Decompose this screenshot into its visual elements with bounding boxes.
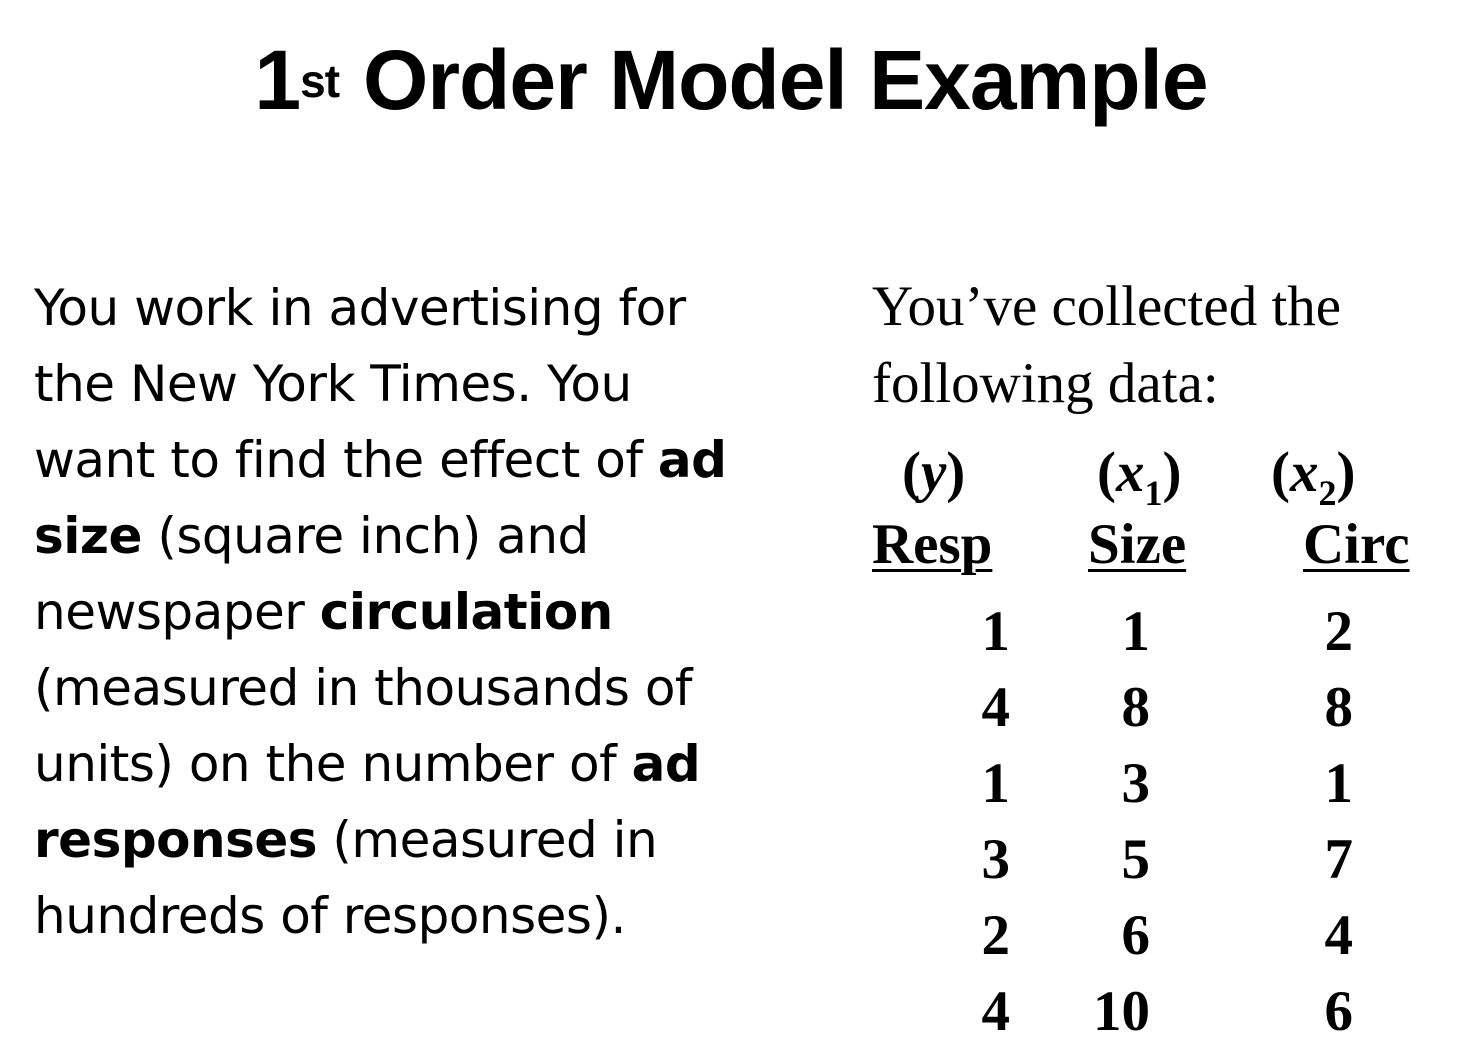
column-header-resp: Resp [872,515,992,575]
description-line: hundreds of responses). [34,878,794,954]
title-superscript: st [300,55,339,107]
intro-line: following data: [872,345,1452,422]
description-text: the New York Times. You [34,355,632,413]
variable-x1-label: (x1) [1097,443,1181,503]
column-header-circ: Circ [1303,515,1410,575]
problem-description: You work in advertising for the New York… [34,270,794,954]
description-line: the New York Times. You [34,346,794,422]
paren-open: ( [902,441,921,504]
description-line: size (square inch) and [34,498,794,574]
title-number: 1 [254,33,300,127]
description-text: You work in advertising for [34,279,686,337]
cell-circ: 4 [1293,906,1353,966]
paren-open: ( [1271,441,1290,504]
description-emphasis: responses [34,811,317,869]
cell-size: 1 [1090,602,1150,662]
description-text: (square inch) and [142,507,589,565]
cell-resp: 3 [950,830,1010,890]
description-emphasis: circulation [320,583,613,641]
column-header-size: Size [1088,515,1186,575]
cell-circ: 1 [1293,754,1353,814]
description-text: units) on the number of [34,735,632,793]
cell-size: 3 [1090,754,1150,814]
cell-size: 5 [1090,830,1150,890]
description-line: newspaper circulation [34,574,794,650]
description-line: responses (measured in [34,802,794,878]
description-line: You work in advertising for [34,270,794,346]
page-title: 1st Order Model Example [0,30,1462,130]
description-text: hundreds of responses). [34,887,626,945]
variable-symbol: x [1116,441,1145,504]
cell-resp: 4 [950,678,1010,738]
cell-resp: 1 [950,602,1010,662]
description-emphasis: ad [658,431,727,489]
paren-close: ) [1162,441,1181,504]
description-text: newspaper [34,583,320,641]
cell-circ: 8 [1293,678,1353,738]
paren-close: ) [1336,441,1355,504]
cell-resp: 1 [950,754,1010,814]
cell-resp: 4 [950,982,1010,1042]
variable-x2-label: (x2) [1271,443,1355,503]
description-emphasis: size [34,507,142,565]
description-line: want to find the effect of ad [34,422,794,498]
intro-line: You’ve collected the [872,268,1452,345]
cell-size: 10 [1090,982,1150,1042]
paren-open: ( [1097,441,1116,504]
cell-resp: 2 [950,906,1010,966]
variable-subscript: 1 [1144,473,1162,513]
variable-symbol: y [921,441,946,504]
description-line: (measured in thousands of [34,650,794,726]
variable-y-label: (y) [902,443,965,503]
variable-symbol: x [1290,441,1319,504]
description-text: (measured in [317,811,657,869]
description-emphasis: ad [632,735,701,793]
description-text: (measured in thousands of [34,659,692,717]
cell-circ: 2 [1293,602,1353,662]
description-text: want to find the effect of [34,431,658,489]
paren-close: ) [946,441,965,504]
cell-circ: 6 [1293,982,1353,1042]
cell-circ: 7 [1293,830,1353,890]
variable-subscript: 2 [1318,473,1336,513]
cell-size: 6 [1090,906,1150,966]
data-intro: You’ve collected the following data: [872,268,1452,422]
title-text: Order Model Example [363,33,1208,127]
description-line: units) on the number of ad [34,726,794,802]
cell-size: 8 [1090,678,1150,738]
